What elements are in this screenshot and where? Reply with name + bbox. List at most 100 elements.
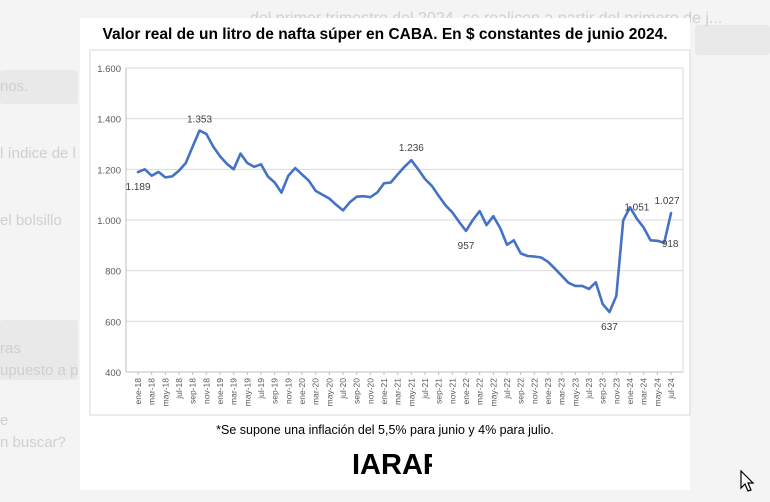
data-point xyxy=(342,209,345,212)
iaraf-logo: IARAF xyxy=(352,444,441,481)
chart-card xyxy=(80,18,690,490)
x-tick-label: sep-18 xyxy=(188,378,198,404)
x-tick-label: jul-19 xyxy=(256,378,266,400)
data-point xyxy=(396,173,399,176)
data-point xyxy=(601,303,604,306)
x-tick-label: sep-23 xyxy=(598,378,608,404)
data-point xyxy=(492,215,495,218)
data-point xyxy=(205,133,208,136)
data-point xyxy=(574,285,577,288)
x-tick-label: nov-21 xyxy=(447,378,457,404)
x-tick-label: ene-20 xyxy=(297,378,307,405)
data-point xyxy=(212,145,215,148)
data-point xyxy=(622,219,625,222)
x-tick-label: ene-21 xyxy=(379,378,389,405)
data-point xyxy=(519,252,522,255)
data-point xyxy=(485,224,488,227)
data-point xyxy=(137,171,140,174)
data-point xyxy=(301,173,304,176)
chart-frame xyxy=(89,49,691,416)
x-tick-label: mar-24 xyxy=(639,378,649,405)
data-point xyxy=(383,182,386,185)
y-tick-label: 1.200 xyxy=(97,165,121,176)
data-point xyxy=(472,219,475,222)
background-text-line: ras xyxy=(0,340,21,357)
data-point xyxy=(465,230,468,233)
y-tick-label: 800 xyxy=(105,267,121,278)
data-point xyxy=(355,195,358,198)
data-point xyxy=(410,159,413,162)
data-point xyxy=(239,152,242,155)
data-point xyxy=(144,168,147,171)
data-label: 1.236 xyxy=(399,143,424,154)
x-tick-label: may-24 xyxy=(652,378,662,407)
data-label: 1.353 xyxy=(187,115,212,126)
data-point xyxy=(219,155,222,158)
data-point xyxy=(164,176,167,179)
background-text-line: upuesto a p xyxy=(0,362,79,379)
data-point xyxy=(335,204,338,207)
x-tick-label: nov-20 xyxy=(365,378,375,404)
background-block xyxy=(695,25,770,55)
data-point xyxy=(178,169,181,172)
background-block xyxy=(0,70,78,104)
data-point xyxy=(670,212,673,215)
background-text: e n buscar? xyxy=(0,410,66,454)
data-point xyxy=(595,281,598,284)
x-tick-label: may-18 xyxy=(160,378,170,407)
x-tick-label: jul-24 xyxy=(666,378,676,400)
x-tick-label: mar-23 xyxy=(557,378,567,405)
series-line xyxy=(136,129,673,314)
x-tick-label: sep-21 xyxy=(434,378,444,404)
data-label: 1.027 xyxy=(654,196,679,207)
x-tick-label: nov-22 xyxy=(529,378,539,404)
x-tick-label: may-19 xyxy=(242,378,252,407)
data-point xyxy=(560,274,563,277)
data-point xyxy=(649,239,652,242)
data-point xyxy=(294,167,297,170)
data-point xyxy=(321,193,324,196)
data-point xyxy=(526,255,529,258)
data-point xyxy=(267,175,270,178)
x-tick-label: ene-18 xyxy=(133,378,143,405)
x-tick-label: jul-23 xyxy=(584,378,594,400)
x-tick-label: mar-22 xyxy=(475,378,485,405)
data-point xyxy=(308,179,311,182)
background-text: ras upuesto a p xyxy=(0,338,78,382)
data-point xyxy=(246,162,249,165)
data-point xyxy=(198,129,201,132)
x-tick-label: jul-18 xyxy=(174,378,184,400)
x-tick-label: jul-22 xyxy=(502,378,512,400)
data-point xyxy=(191,145,194,148)
x-tick-label: sep-19 xyxy=(270,378,280,404)
data-point xyxy=(376,191,379,194)
data-point xyxy=(226,162,229,165)
data-point xyxy=(581,285,584,288)
data-point xyxy=(185,162,188,165)
x-tick-label: mar-19 xyxy=(229,378,239,405)
data-point xyxy=(431,185,434,188)
data-point xyxy=(506,244,509,247)
data-point xyxy=(287,174,290,177)
data-point xyxy=(349,201,352,204)
iaraf-logo-icon: IARAF xyxy=(352,449,441,481)
data-point xyxy=(608,311,611,314)
data-label: 1.051 xyxy=(624,203,649,214)
x-tick-label: nov-23 xyxy=(611,378,621,404)
background-text: l índice de l xyxy=(0,145,76,162)
x-tick-label: may-22 xyxy=(488,378,498,407)
data-label: 1.189 xyxy=(125,182,150,193)
data-point xyxy=(280,191,283,194)
x-tick-label: jul-21 xyxy=(420,378,430,400)
data-point xyxy=(362,195,365,198)
x-tick-label: may-23 xyxy=(570,378,580,407)
y-tick-label: 600 xyxy=(105,317,121,328)
data-point xyxy=(437,195,440,198)
data-point xyxy=(171,175,174,178)
x-tick-label: mar-18 xyxy=(147,378,157,405)
data-point xyxy=(157,171,160,174)
data-point xyxy=(369,196,372,199)
x-tick-label: mar-20 xyxy=(311,378,321,405)
data-point xyxy=(588,288,591,291)
data-label: 637 xyxy=(601,322,618,333)
